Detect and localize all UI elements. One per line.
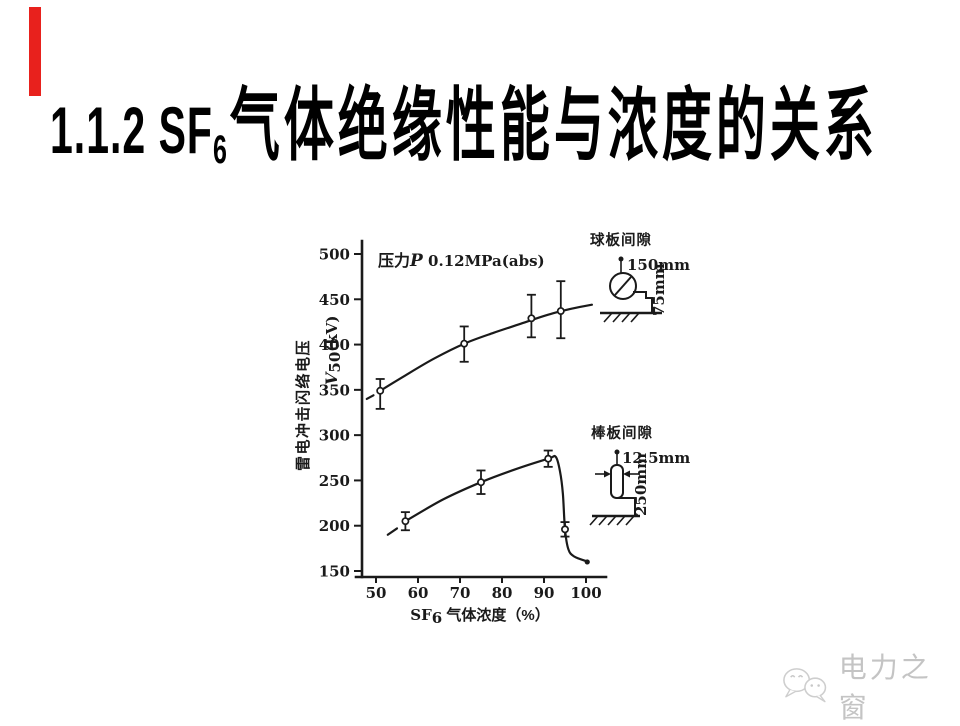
sphere-slash <box>614 276 632 296</box>
sphere-electrode-icon <box>609 272 637 300</box>
data-point <box>544 454 553 463</box>
data-point <box>561 525 569 534</box>
curve-lead-dash <box>386 527 399 536</box>
slide-title: 1.1.2 SF6气体绝缘性能与浓度的关系 <box>50 86 878 170</box>
sphere-plate-electrode-diagram: 球板间隙 150mm 75mm <box>590 231 690 323</box>
rod-plate-electrode-diagram: 棒板间隙 12.5mm 250mm <box>589 424 690 526</box>
plot-area: 500 450 400 350 300 250 200 150 50 60 70 80 90 100 <box>319 246 602 603</box>
rod-gap-label: 250mm <box>632 453 650 516</box>
y-tick-label: 250 <box>319 472 350 490</box>
curve-end-dot <box>584 559 590 565</box>
rod-diameter-label: 12.5mm <box>622 449 690 467</box>
data-point <box>477 478 485 487</box>
y-tick-label: 450 <box>319 291 350 309</box>
y-axis-unit: V50(kV) <box>322 315 344 385</box>
curve-lead-dash <box>365 394 375 401</box>
data-curve <box>379 303 593 392</box>
watermark: 电力之窗 <box>780 646 960 726</box>
title-subscript: 6 <box>212 127 228 173</box>
title-suffix: 气体绝缘性能与浓度的关系 <box>229 81 878 171</box>
sphere-gap-label: 75mm <box>650 263 668 316</box>
x-tick-label: 50 <box>366 584 387 602</box>
title-prefix: 1.1.2 SF <box>50 94 213 168</box>
gap-bracket <box>617 497 636 516</box>
chart-figure: 压力P 0.12MPa(abs) 雷电冲击闪络电压 V50(kV) SF6 气体… <box>290 205 690 645</box>
data-curve <box>404 454 588 563</box>
ground-hatch <box>589 515 635 526</box>
y-tick-label: 500 <box>319 246 350 264</box>
series-label-sphere-plate: 球板间隙 <box>590 231 652 249</box>
sphere-diameter-label: 150mm <box>627 256 690 274</box>
data-point <box>527 314 536 323</box>
x-tick-label: 60 <box>408 584 429 602</box>
data-point <box>401 517 410 526</box>
data-point <box>376 386 385 395</box>
arrowhead-left <box>604 470 611 478</box>
chart-svg: 压力P 0.12MPa(abs) 雷电冲击闪络电压 V50(kV) SF6 气体… <box>294 231 690 627</box>
y-tick-label: 350 <box>319 381 350 399</box>
x-tick-label: 90 <box>534 584 555 602</box>
gap-bracket <box>633 291 653 313</box>
x-tick-label: 100 <box>570 584 601 602</box>
y-tick-label: 400 <box>319 336 350 354</box>
y-axis-title: 雷电冲击闪络电压 <box>294 339 312 471</box>
x-tick-label: 70 <box>450 584 471 602</box>
x-tick-label: 80 <box>492 584 513 602</box>
data-point <box>460 339 469 348</box>
ground-hatch <box>603 312 640 323</box>
wechat-icon <box>783 668 827 703</box>
series-label-rod-plate: 棒板间隙 <box>591 424 653 442</box>
arrowhead-right <box>623 470 630 478</box>
watermark-label: 电力之窗 <box>838 652 932 723</box>
pressure-annotation: 压力P 0.12MPa(abs) <box>378 251 545 271</box>
y-tick-label: 200 <box>319 517 350 535</box>
rod-electrode-icon <box>610 464 624 499</box>
red-accent-bar <box>29 7 41 96</box>
x-axis-title: SF6 气体浓度（%） <box>410 606 549 627</box>
data-point <box>556 307 565 316</box>
y-tick-label: 150 <box>319 562 350 580</box>
y-tick-label: 300 <box>319 427 350 445</box>
